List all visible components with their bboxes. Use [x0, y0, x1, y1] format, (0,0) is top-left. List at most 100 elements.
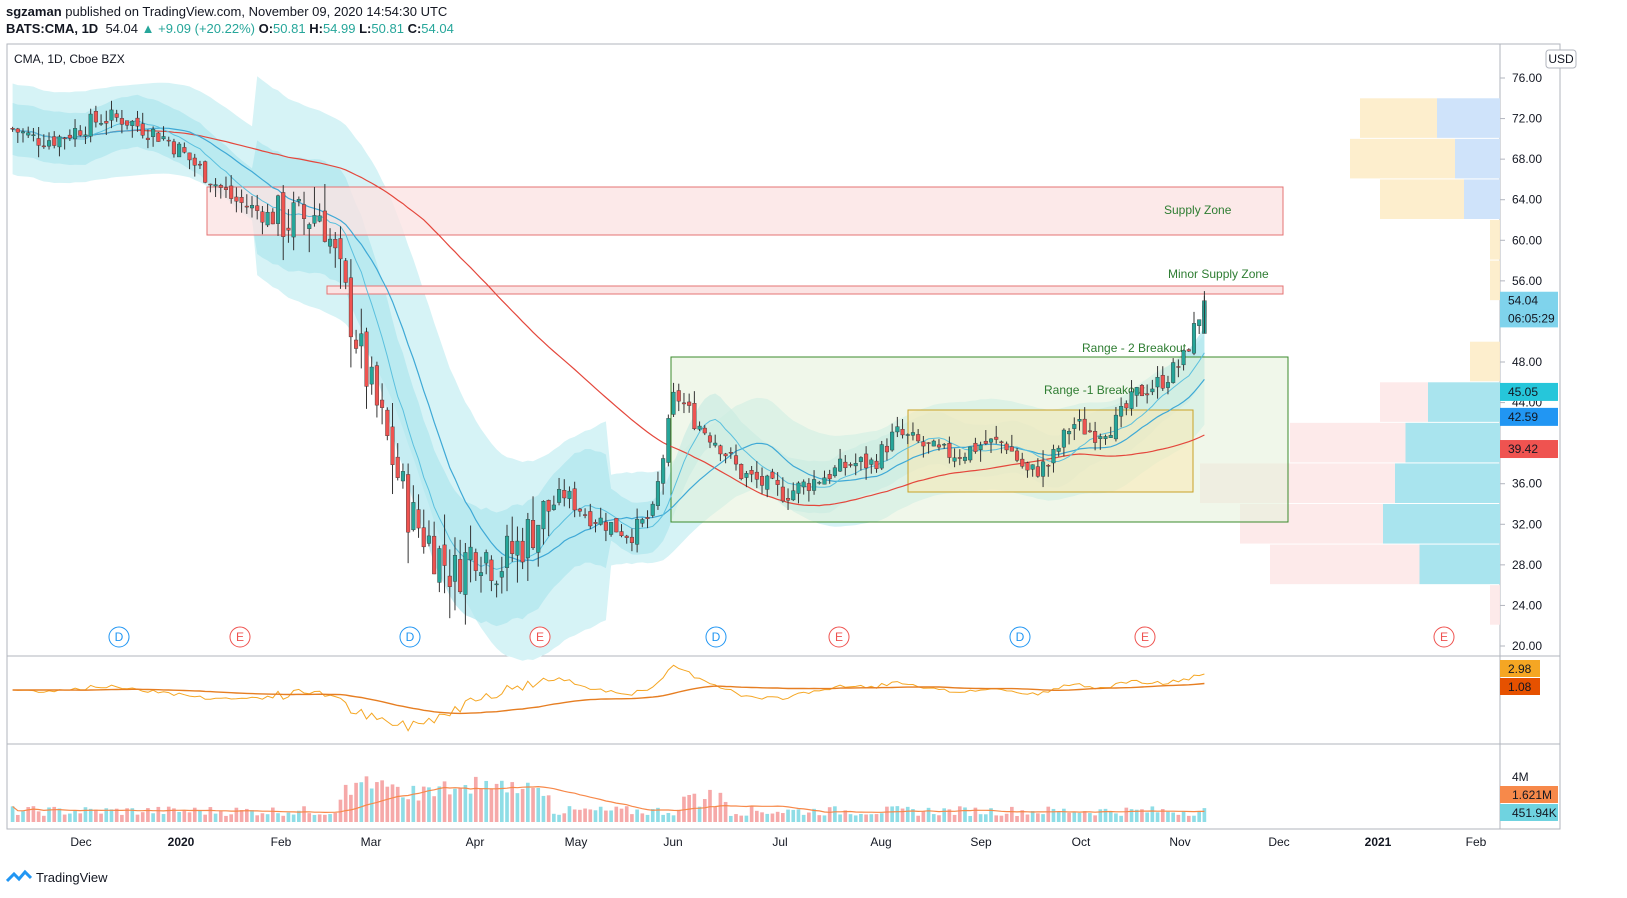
volume-bar — [666, 812, 671, 822]
symbol-label[interactable]: BATS:CMA, 1D — [6, 21, 99, 36]
candle-body — [614, 518, 619, 533]
candle-body — [1087, 430, 1092, 433]
volume-bar — [1176, 814, 1181, 822]
minor-supply-zone-box[interactable] — [326, 285, 1284, 295]
candle-body — [754, 471, 759, 480]
footer-brand[interactable]: TradingView — [36, 869, 108, 885]
volume-bar — [140, 812, 145, 822]
candle-body — [780, 486, 785, 502]
candle-body — [338, 238, 343, 260]
volume-bar — [458, 787, 462, 822]
volume-bar — [916, 815, 920, 822]
volume-bar — [708, 789, 712, 822]
candle-body — [229, 185, 234, 199]
candle-body — [858, 457, 863, 462]
volume-bar — [1119, 815, 1123, 822]
volume-bar — [499, 780, 504, 822]
candle-body — [1025, 462, 1030, 471]
volume-label-box — [1500, 786, 1558, 803]
candle-body — [364, 331, 369, 387]
volume-bar — [494, 783, 499, 822]
profile-bar-sell — [1380, 179, 1464, 219]
volume-bar — [109, 809, 114, 822]
candle-body — [166, 139, 171, 142]
candle-body — [125, 120, 130, 126]
candle-body — [588, 511, 593, 527]
candle-body — [192, 157, 197, 166]
candle-body — [1197, 319, 1202, 326]
candle-body — [916, 434, 921, 442]
supply-zone-box[interactable] — [206, 186, 1284, 236]
price-labels: 54.04 06:05:29 45.05 42.59 39.42 — [1500, 291, 1558, 459]
close-label: C: — [407, 21, 422, 36]
candle-body — [478, 572, 484, 576]
volume-bar — [994, 815, 999, 822]
time-tick-label: 2020 — [168, 835, 195, 849]
volume-bar — [354, 782, 358, 822]
candle-body — [265, 212, 270, 226]
volume-bar — [593, 810, 598, 822]
candle-body — [458, 559, 463, 593]
candle-body — [1098, 436, 1103, 439]
volume-bar — [890, 806, 894, 822]
volume-bar — [270, 807, 275, 822]
volume-bar — [265, 814, 270, 822]
candle-body — [577, 508, 582, 512]
candle-body — [421, 527, 426, 548]
oscillator-label-box — [1500, 678, 1540, 695]
candle-body — [1150, 388, 1155, 393]
volume-bar — [687, 794, 691, 822]
candle-body — [1041, 461, 1046, 477]
candlestick-series — [10, 100, 1207, 625]
profile-bar-buy — [1455, 138, 1500, 179]
volume-bar — [1010, 806, 1014, 822]
candle-body — [73, 128, 78, 140]
volume-bar — [531, 787, 535, 822]
price-tick-label: 28.00 — [1512, 558, 1542, 572]
candle-body — [713, 442, 718, 446]
volume-bar — [739, 815, 744, 822]
candle-body — [645, 517, 650, 519]
time-tick-label: Dec — [1268, 835, 1289, 849]
volume-bar — [926, 807, 931, 822]
candle-body — [760, 476, 765, 486]
price-axis: 76.0072.0068.0064.0060.0056.0048.0044.00… — [1500, 71, 1542, 653]
range1-label: Range -1 Breakout — [1044, 383, 1145, 397]
volume-bar — [442, 781, 447, 822]
time-tick-label: May — [565, 835, 588, 849]
volume-bar — [859, 813, 863, 822]
volume-bar — [983, 814, 988, 822]
currency-button[interactable] — [1545, 49, 1577, 69]
slow-moving-average — [12, 128, 1205, 507]
candle-body — [786, 498, 791, 501]
candle-body — [499, 571, 504, 578]
candle-body — [99, 123, 104, 125]
candle-body — [1139, 385, 1144, 397]
volume-bar — [697, 806, 702, 822]
volume-bar — [1202, 808, 1207, 822]
candle-body — [1103, 436, 1108, 439]
candle-body — [936, 444, 941, 448]
volume-bar — [281, 815, 286, 822]
high-value: 54.99 — [322, 21, 356, 36]
candle-body — [400, 471, 405, 482]
candle-body — [1046, 465, 1051, 467]
event-marker-label: D — [115, 630, 124, 644]
volume-label-box — [1500, 804, 1558, 821]
candle-body — [661, 458, 666, 484]
candle-body — [239, 197, 244, 203]
volume-bar — [676, 809, 681, 822]
candle-body — [31, 134, 36, 136]
candle-body — [869, 459, 874, 465]
candle-body — [291, 202, 296, 238]
volume-bar — [1186, 815, 1191, 822]
volume-bar — [286, 812, 291, 822]
author-name[interactable]: sgzaman — [6, 4, 62, 19]
volume-bar — [609, 810, 613, 822]
volume-bar — [229, 814, 234, 822]
candle-body — [312, 215, 317, 224]
candle-body — [286, 227, 291, 231]
range1-box[interactable] — [907, 409, 1194, 493]
